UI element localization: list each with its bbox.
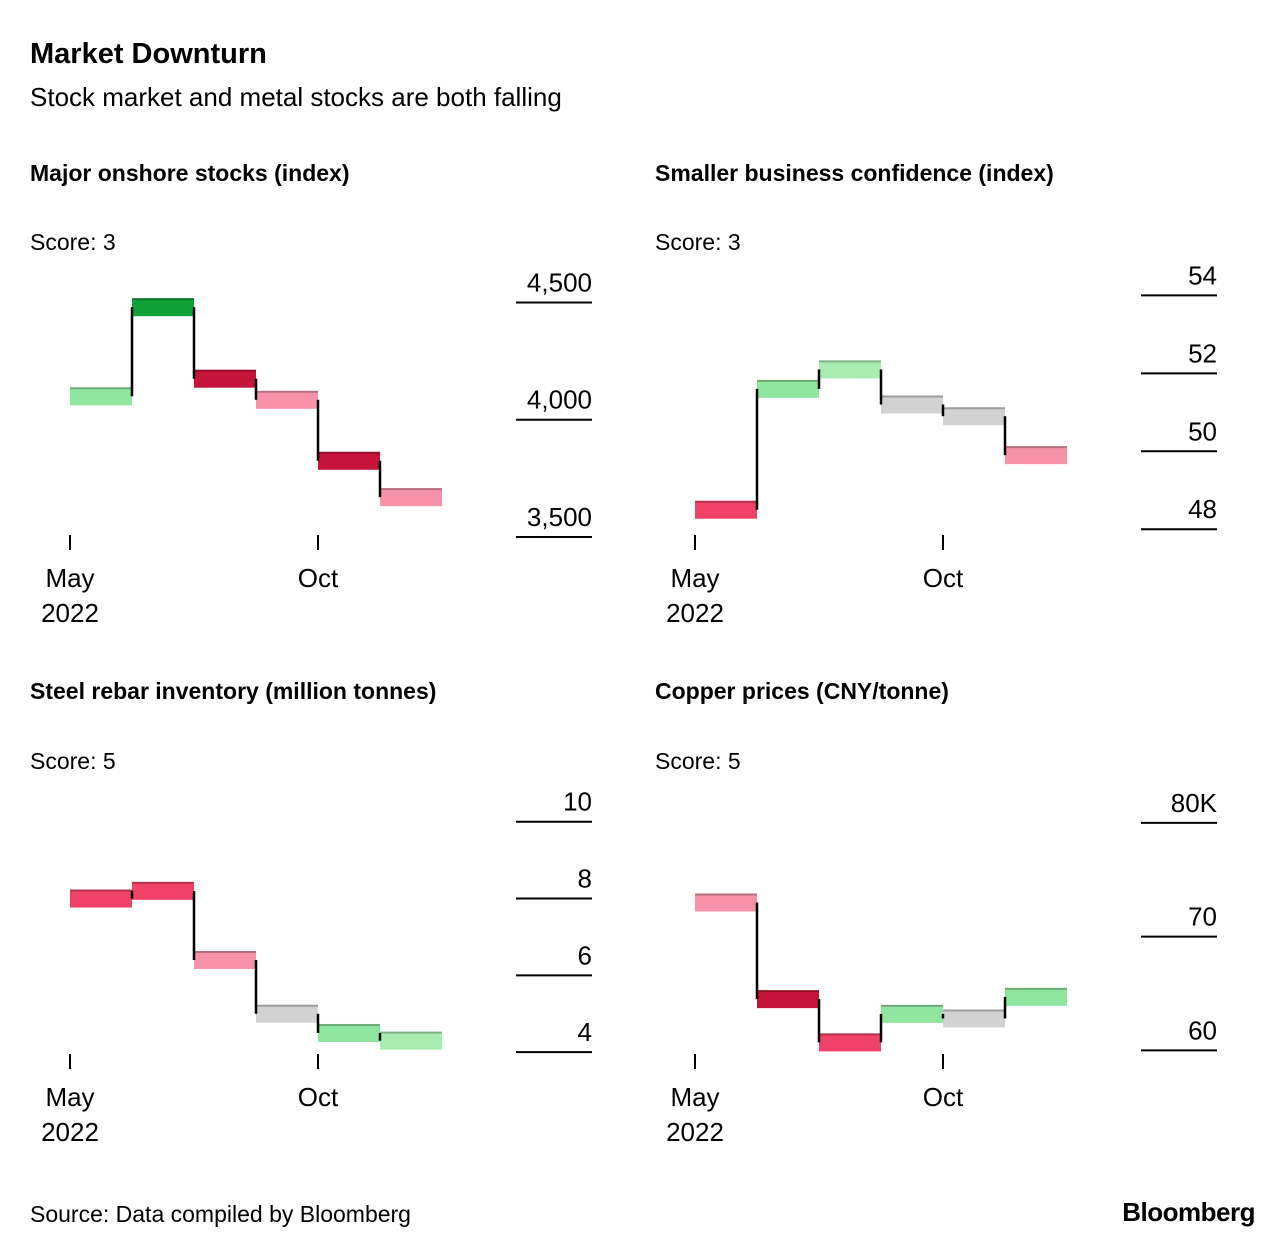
chart-score: Score: 5: [30, 748, 116, 775]
svg-text:2022: 2022: [666, 1117, 724, 1147]
chart-title: Steel rebar inventory (million tonnes): [30, 678, 437, 705]
svg-text:10: 10: [563, 787, 592, 817]
panel-steel-rebar-inventory: Steel rebar inventory (million tonnes) S…: [30, 632, 655, 1151]
svg-text:May: May: [670, 1082, 719, 1112]
chart-grid: Major onshore stocks (index) Score: 3 4,…: [30, 114, 1255, 1151]
svg-text:May: May: [45, 1082, 94, 1112]
page-title: Market Downturn: [30, 38, 267, 70]
panel-copper-prices: Copper prices (CNY/tonne) Score: 5 80K 70…: [655, 632, 1255, 1151]
chart-score: Score: 3: [655, 229, 741, 256]
chart-header: Market Downturn Stock market and metal s…: [30, 38, 1255, 114]
svg-text:6: 6: [578, 940, 592, 970]
page-subtitle: Stock market and metal stocks are both f…: [30, 82, 562, 113]
svg-text:52: 52: [1188, 339, 1217, 369]
svg-text:48: 48: [1188, 495, 1217, 525]
svg-text:Oct: Oct: [923, 563, 964, 593]
chart-score: Score: 3: [30, 229, 116, 256]
svg-text:Oct: Oct: [298, 563, 339, 593]
panel-major-onshore-stocks: Major onshore stocks (index) Score: 3 4,…: [30, 114, 655, 633]
waterfall-chart-canvas: 54 52 50 48 May 2022 Oct: [666, 262, 1217, 628]
svg-text:4: 4: [578, 1017, 592, 1047]
svg-text:Oct: Oct: [298, 1082, 339, 1112]
chart-score: Score: 5: [655, 748, 741, 775]
footer: Source: Data compiled by Bloomberg Bloom…: [30, 1197, 1255, 1228]
svg-text:May: May: [670, 563, 719, 593]
svg-text:2022: 2022: [666, 598, 724, 628]
svg-text:50: 50: [1188, 417, 1217, 447]
waterfall-chart-canvas: 80K 70 60 May 2022 Oct: [666, 788, 1218, 1147]
svg-text:2022: 2022: [41, 1117, 99, 1147]
chart-title: Major onshore stocks (index): [30, 159, 350, 186]
chart-title: Copper prices (CNY/tonne): [655, 678, 949, 705]
svg-text:54: 54: [1188, 262, 1217, 290]
svg-text:May: May: [45, 563, 94, 593]
svg-text:80K: 80K: [1171, 788, 1218, 818]
svg-text:4,500: 4,500: [527, 268, 592, 298]
svg-text:Oct: Oct: [923, 1082, 964, 1112]
waterfall-chart-canvas: 10 8 6 4 May 2022 Oct: [41, 787, 592, 1147]
svg-text:70: 70: [1188, 902, 1217, 932]
waterfall-chart-canvas: 4,500 4,000 3,500 May 2022 Oct: [41, 268, 592, 628]
panel-smaller-business-confidence: Smaller business confidence (index) Scor…: [655, 114, 1255, 633]
svg-text:2022: 2022: [41, 598, 99, 628]
source-note: Source: Data compiled by Bloomberg: [30, 1201, 411, 1228]
svg-text:8: 8: [578, 864, 592, 894]
bloomberg-logo: Bloomberg: [1122, 1197, 1255, 1228]
svg-text:60: 60: [1188, 1015, 1217, 1045]
svg-text:4,000: 4,000: [527, 385, 592, 415]
svg-text:3,500: 3,500: [527, 502, 592, 532]
chart-title: Smaller business confidence (index): [655, 159, 1054, 186]
